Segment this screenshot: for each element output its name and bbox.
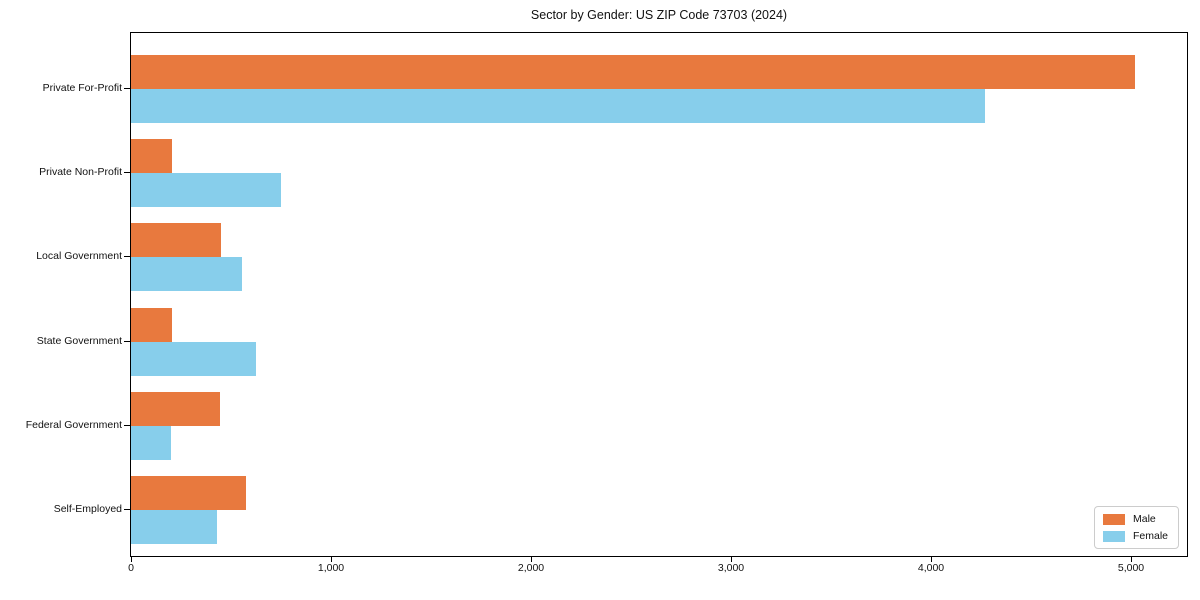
bar-male-4 [131, 391, 220, 426]
x-tick-mark [1131, 557, 1132, 562]
y-tick-mark [124, 509, 130, 510]
y-tick-mark [124, 88, 130, 89]
x-tick-mark [131, 557, 132, 562]
x-tick-label: 4,000 [917, 562, 945, 574]
bar-male-3 [131, 307, 172, 342]
bar-male-5 [131, 476, 246, 510]
x-tick-label: 0 [128, 562, 134, 574]
bar-female-1 [131, 173, 281, 208]
x-tick-label: 1,000 [317, 562, 345, 574]
y-axis-label: State Government [36, 334, 122, 347]
legend: Male Female [1093, 506, 1179, 549]
x-tick-label: 2,000 [517, 562, 545, 574]
y-axis-label: Private For-Profit [42, 82, 122, 94]
chart-title: Sector by Gender: US ZIP Code 73703 (202… [530, 8, 788, 22]
bar-male-1 [131, 139, 172, 174]
x-tick-mark [931, 557, 932, 562]
x-tick-mark [331, 557, 332, 562]
plot-area: Male Female [130, 32, 1188, 557]
y-tick-mark [124, 256, 130, 258]
bar-female-3 [131, 341, 256, 376]
legend-item-female: Female [1102, 530, 1168, 542]
y-axis-label: Self-Employed [53, 503, 122, 515]
bar-female-5 [131, 510, 217, 544]
bar-female-4 [131, 425, 171, 460]
bar-male-2 [131, 223, 221, 258]
legend-swatch-male [1102, 513, 1125, 525]
bar-male-0 [131, 55, 1135, 89]
y-axis-label: Private Non-Profit [39, 166, 122, 179]
legend-item-male: Male [1102, 513, 1168, 525]
bar-female-0 [131, 89, 985, 123]
y-axis-label: Local Government [36, 250, 122, 263]
y-tick-mark [124, 172, 130, 174]
legend-label: Male [1132, 513, 1156, 525]
y-tick-mark [124, 340, 130, 342]
bar-female-2 [131, 257, 242, 292]
legend-swatch-female [1102, 530, 1125, 542]
legend-label: Female [1132, 530, 1168, 542]
x-tick-label: 3,000 [717, 562, 745, 574]
y-axis-label: Federal Government [25, 418, 122, 431]
x-tick-mark [531, 557, 532, 562]
y-tick-mark [124, 424, 130, 426]
x-tick-mark [731, 557, 732, 562]
x-tick-label: 5,000 [1117, 562, 1145, 574]
